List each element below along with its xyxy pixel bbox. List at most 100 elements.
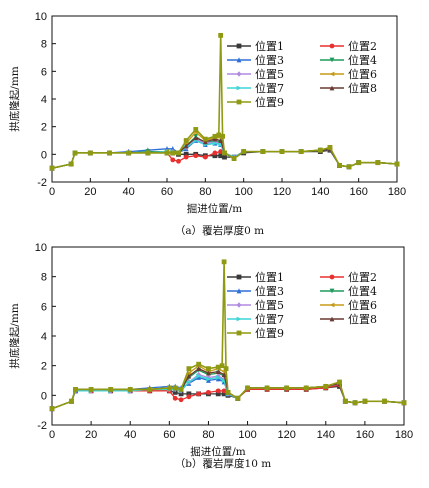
legend-label: 位置4 xyxy=(348,53,377,67)
data-point xyxy=(362,398,368,404)
legend-label: 位置6 xyxy=(348,67,377,81)
series-位置9 xyxy=(49,259,407,412)
data-point xyxy=(375,160,381,166)
legend-item: 位置5 xyxy=(227,298,284,312)
data-point xyxy=(215,388,221,394)
data-point xyxy=(196,373,202,379)
data-point xyxy=(221,376,227,382)
x-tick-label: 80 xyxy=(199,186,211,198)
data-point xyxy=(186,394,192,400)
data-point xyxy=(221,259,227,265)
legend-marker xyxy=(329,57,335,63)
data-point xyxy=(212,153,218,159)
legend-marker xyxy=(329,274,335,280)
data-point xyxy=(215,364,221,370)
data-point xyxy=(222,154,227,160)
data-point xyxy=(206,370,211,376)
legend-label: 位置2 xyxy=(348,270,377,284)
data-point xyxy=(72,150,78,156)
data-point xyxy=(164,150,170,156)
legend-marker xyxy=(329,288,335,294)
data-point xyxy=(215,373,221,379)
data-point xyxy=(176,158,181,164)
data-point xyxy=(218,142,224,148)
data-point xyxy=(69,398,74,404)
data-point xyxy=(172,389,178,395)
data-point xyxy=(279,149,285,154)
data-point xyxy=(183,151,189,157)
y-tick-label: 8 xyxy=(41,272,47,284)
legend-label: 位置8 xyxy=(348,81,377,95)
data-point xyxy=(196,366,202,372)
legend-marker xyxy=(329,302,335,308)
y-tick-label: 4 xyxy=(41,94,47,106)
legend-marker xyxy=(236,302,242,308)
data-point xyxy=(186,370,192,376)
data-point xyxy=(212,136,218,142)
data-point xyxy=(73,387,78,392)
data-point xyxy=(172,395,178,401)
series-位置9 xyxy=(49,32,400,171)
data-point xyxy=(221,378,227,383)
y-tick-label: 2 xyxy=(41,122,47,134)
data-point xyxy=(206,376,211,382)
x-tick-label: 60 xyxy=(161,186,173,198)
legend: 位置1 位置2 位置3 位置4 位置5 位置6 位置7 位置8 位置9 xyxy=(227,270,377,340)
data-point xyxy=(382,398,387,404)
data-point xyxy=(215,391,221,397)
x-tick-label: 100 xyxy=(234,186,252,198)
legend-item: 位置6 xyxy=(320,67,377,81)
data-point xyxy=(206,389,211,395)
legend-item: 位置2 xyxy=(320,39,377,53)
data-point xyxy=(108,387,114,392)
y-tick-label: 10 xyxy=(35,242,47,254)
data-point xyxy=(218,149,224,154)
data-point xyxy=(327,145,333,150)
y-tick-label: 4 xyxy=(41,331,47,343)
data-point xyxy=(215,369,221,374)
data-point xyxy=(183,154,189,160)
data-point xyxy=(303,385,309,391)
data-point xyxy=(178,391,184,397)
data-point xyxy=(107,150,112,156)
data-point xyxy=(218,153,224,159)
legend-label: 位置2 xyxy=(348,39,377,53)
y-tick-label: -2 xyxy=(37,177,47,189)
legend-marker xyxy=(329,85,335,91)
x-tick-label: 140 xyxy=(311,186,329,198)
data-point xyxy=(317,147,323,153)
data-point xyxy=(223,366,229,372)
data-point xyxy=(220,133,225,139)
legend: 位置1 位置2 位置3 位置4 位置5 位置6 位置7 位置8 位置9 xyxy=(227,39,377,109)
data-point xyxy=(170,150,176,156)
x-tick-label: 160 xyxy=(349,186,367,198)
legend-label: 位置7 xyxy=(255,81,284,95)
x-axis-label: 掘进位置/m xyxy=(187,202,243,215)
chart-panel-b: 0 20 40 60 80 100 120 140 160 180-20246810掘进位置/m拱… xyxy=(8,242,413,470)
data-point xyxy=(202,136,208,142)
data-point xyxy=(196,361,202,367)
legend-item: 位置8 xyxy=(320,312,377,326)
x-tick-label: 40 xyxy=(124,429,136,441)
x-tick-label: 180 xyxy=(395,429,413,441)
data-point xyxy=(49,165,55,171)
data-point xyxy=(127,387,133,392)
legend-label: 位置9 xyxy=(255,95,284,109)
data-point xyxy=(186,391,192,397)
legend-item: 位置7 xyxy=(227,81,284,95)
x-tick-label: 140 xyxy=(317,429,335,441)
legend-item: 位置1 xyxy=(227,270,284,284)
data-point xyxy=(225,389,231,395)
data-point xyxy=(356,160,362,166)
data-point xyxy=(178,387,184,392)
data-point xyxy=(337,379,342,385)
legend-marker xyxy=(236,43,242,49)
legend-label: 位置8 xyxy=(348,312,377,326)
x-tick-label: 60 xyxy=(163,429,175,441)
data-point xyxy=(196,391,202,397)
y-tick-label: -2 xyxy=(37,420,47,432)
data-point xyxy=(172,385,178,391)
x-tick-label: 120 xyxy=(277,429,295,441)
legend-label: 位置6 xyxy=(348,298,377,312)
